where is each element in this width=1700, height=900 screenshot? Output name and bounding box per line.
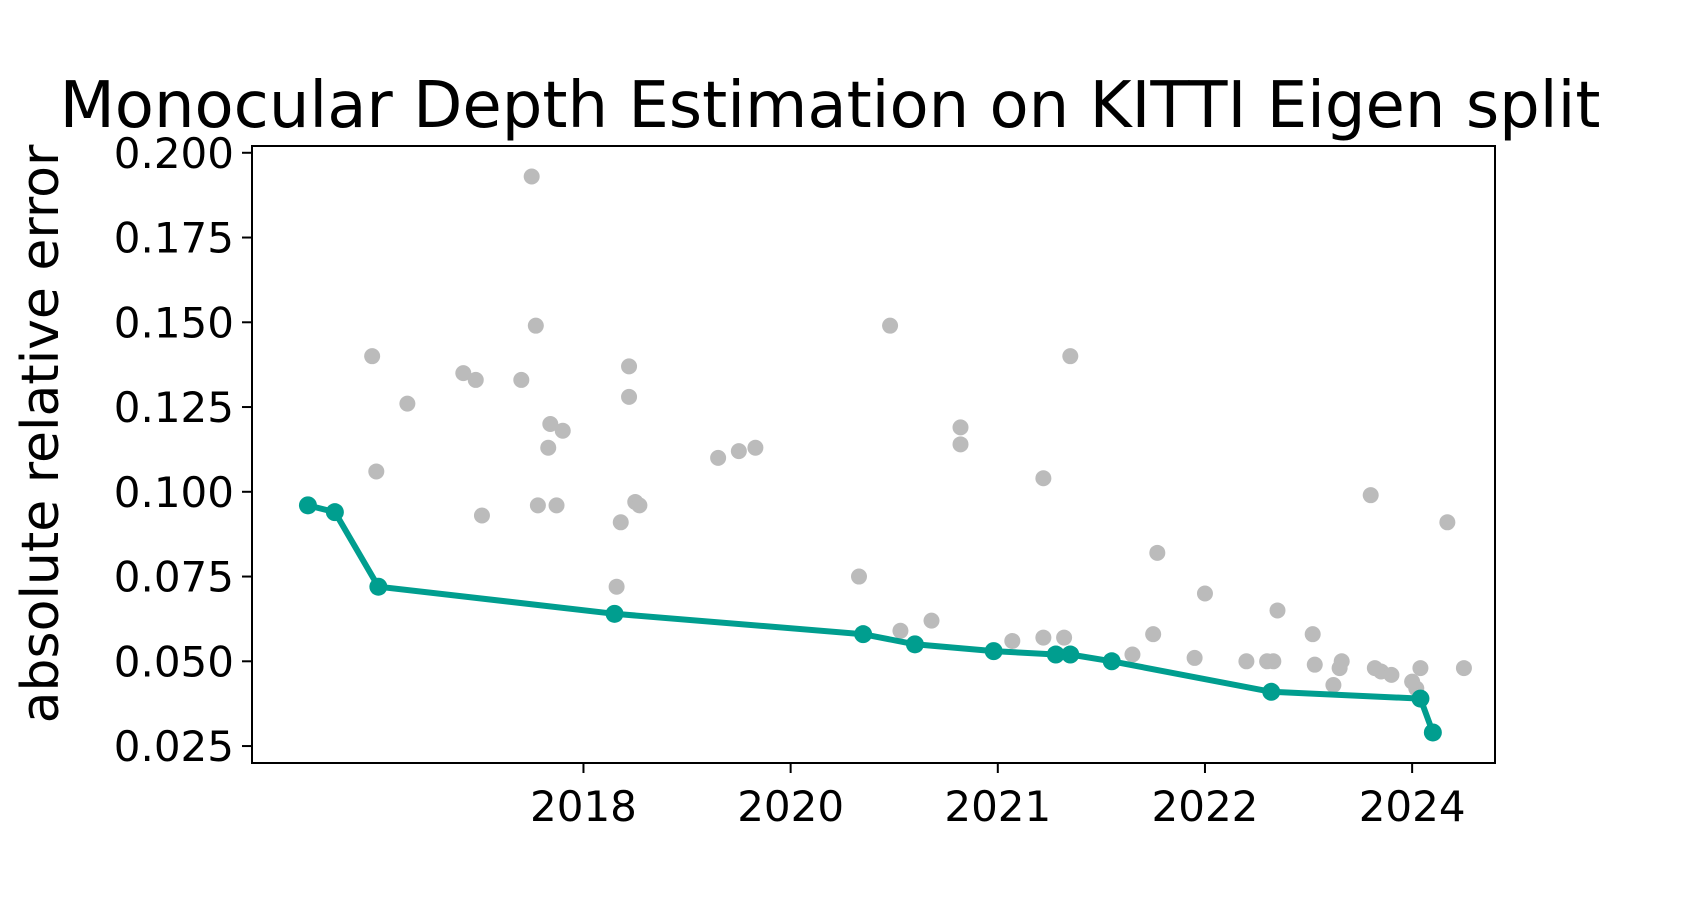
data-point-other — [710, 449, 727, 466]
plot-area — [298, 168, 1472, 742]
data-point-other — [542, 415, 559, 432]
data-point-other — [892, 622, 909, 639]
data-point-other — [1383, 666, 1400, 683]
y-tick-label: 0.150 — [114, 298, 234, 347]
data-point-other — [882, 317, 899, 334]
x-axis: 2018 2020 2021 2022 2024 — [530, 763, 1466, 831]
data-point-other — [1056, 629, 1073, 646]
x-tick-label: 2021 — [944, 782, 1051, 831]
data-point-other — [1304, 626, 1321, 643]
data-point-sota — [1046, 645, 1065, 664]
data-point-other — [608, 578, 625, 595]
data-point-other — [850, 568, 867, 585]
data-point-other — [1265, 653, 1282, 670]
data-point-sota — [325, 503, 344, 522]
data-point-other — [527, 317, 544, 334]
data-point-other — [513, 371, 530, 388]
y-tick-label: 0.025 — [114, 722, 234, 771]
data-point-other — [473, 507, 490, 524]
data-point-other — [621, 388, 638, 405]
data-point-other — [621, 358, 638, 375]
y-tick-label: 0.125 — [114, 383, 234, 432]
data-point-sota — [369, 577, 388, 596]
x-tick-label: 2024 — [1359, 782, 1466, 831]
x-tick-label: 2020 — [737, 782, 844, 831]
data-point-other — [1455, 660, 1472, 677]
data-point-other — [467, 371, 484, 388]
data-point-sota — [1411, 689, 1430, 708]
data-point-other — [364, 348, 381, 365]
y-tick-label: 0.175 — [114, 214, 234, 263]
data-point-other — [1306, 656, 1323, 673]
y-tick-label: 0.050 — [114, 637, 234, 686]
y-tick-label: 0.100 — [114, 468, 234, 517]
data-point-other — [730, 443, 747, 460]
data-point-other — [1149, 544, 1166, 561]
data-point-other — [529, 497, 546, 514]
data-point-sota — [1262, 682, 1281, 701]
data-point-other — [952, 436, 969, 453]
data-point-other — [952, 419, 969, 436]
data-point-sota — [1061, 645, 1080, 664]
data-point-other — [455, 365, 472, 382]
data-point-sota — [984, 642, 1003, 661]
x-tick-label: 2018 — [530, 782, 637, 831]
data-point-other — [1362, 487, 1379, 504]
data-point-sota — [905, 635, 924, 654]
data-point-other — [631, 497, 648, 514]
data-point-other — [548, 497, 565, 514]
data-point-sota — [854, 625, 873, 644]
data-point-other — [1145, 626, 1162, 643]
data-point-sota — [1102, 652, 1121, 671]
sota-line — [304, 502, 1436, 736]
chart-title: Monocular Depth Estimation on KITTI Eige… — [60, 69, 1601, 143]
data-point-other — [1035, 629, 1052, 646]
data-point-other — [540, 439, 557, 456]
y-tick-label: 0.075 — [114, 553, 234, 602]
data-point-other — [1186, 649, 1203, 666]
data-point-other — [1238, 653, 1255, 670]
data-point-other — [368, 463, 385, 480]
data-point-other — [612, 514, 629, 531]
data-point-other — [1325, 677, 1342, 694]
plot-frame — [251, 145, 1496, 764]
data-point-other — [1124, 646, 1141, 663]
data-point-other — [1269, 602, 1286, 619]
y-axis: 0.025 0.050 0.075 0.100 0.125 0.150 0.175 0.200 — [114, 129, 252, 771]
data-point-other — [399, 395, 416, 412]
data-point-sota — [298, 496, 317, 515]
data-point-other — [1004, 632, 1021, 649]
x-tick-label: 2022 — [1152, 782, 1259, 831]
data-point-other — [1062, 348, 1079, 365]
data-point-other — [747, 439, 764, 456]
data-point-sota — [1423, 723, 1442, 742]
data-point-other — [1439, 514, 1456, 531]
data-point-other — [923, 612, 940, 629]
data-point-other — [1333, 653, 1350, 670]
data-point-other — [523, 168, 540, 185]
data-point-other — [1196, 585, 1213, 602]
data-point-sota — [605, 604, 624, 623]
data-point-other — [1412, 660, 1429, 677]
y-tick-label: 0.200 — [114, 129, 234, 178]
data-point-other — [1035, 470, 1052, 487]
y-axis-label: absolute relative error — [11, 144, 71, 723]
data-point-other — [554, 422, 571, 439]
